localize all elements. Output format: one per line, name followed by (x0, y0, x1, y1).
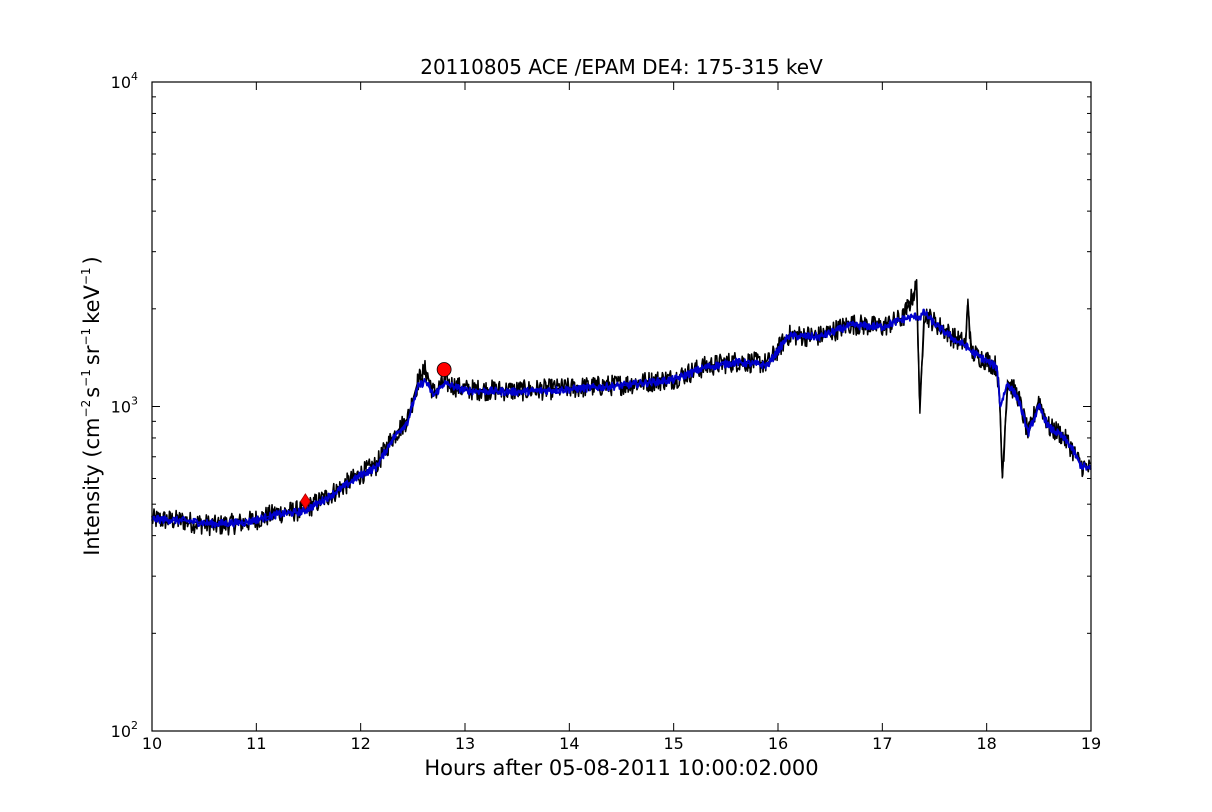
x-tick-label: 16 (768, 734, 788, 753)
chart-title: 20110805 ACE /EPAM DE4: 175-315 keV (420, 55, 823, 79)
series-layer (151, 279, 1092, 537)
y-tick-label: 103 (111, 395, 138, 417)
x-tick-label: 12 (350, 734, 370, 753)
x-axis-ticks: 10 11 12 13 14 15 16 17 18 19 (142, 82, 1101, 753)
x-tick-label: 10 (142, 734, 162, 753)
x-tick-label: 14 (559, 734, 579, 753)
y-axis-ticks: 102 103 104 (111, 70, 1091, 741)
y-axis-label-sr: sr (80, 345, 104, 365)
x-tick-label: 19 (1081, 734, 1101, 753)
x-tick-label: 11 (246, 734, 266, 753)
y-axis-label-exp4: −1 (79, 267, 93, 285)
series-line-0 (151, 279, 1092, 537)
y-axis-label-exp3: −1 (79, 328, 93, 346)
marker-circle-1 (436, 362, 452, 377)
y-axis-label-s: s (80, 387, 104, 398)
y-axis-label: Intensity (cm−2s−1sr−1keV−1) (79, 256, 104, 556)
y-tick-label: 102 (111, 719, 138, 741)
x-tick-label: 17 (872, 734, 892, 753)
y-axis-label-exp2: −1 (79, 369, 93, 387)
y-tick-label: 104 (111, 70, 138, 92)
marker-diamond-0 (300, 493, 311, 510)
x-tick-label: 13 (455, 734, 475, 753)
marker-layer (300, 362, 452, 510)
y-axis-label-kev: keV (80, 285, 104, 324)
x-tick-label: 15 (663, 734, 683, 753)
y-axis-label-suffix: ) (80, 256, 104, 264)
y-axis-label-exp1: −2 (79, 400, 93, 418)
series-anchor-line-1 (151, 311, 1092, 525)
x-axis-label: Hours after 05-08-2011 10:00:02.000 (424, 756, 818, 780)
y-axis-label-prefix: Intensity (cm (80, 417, 104, 555)
x-tick-label: 18 (976, 734, 996, 753)
